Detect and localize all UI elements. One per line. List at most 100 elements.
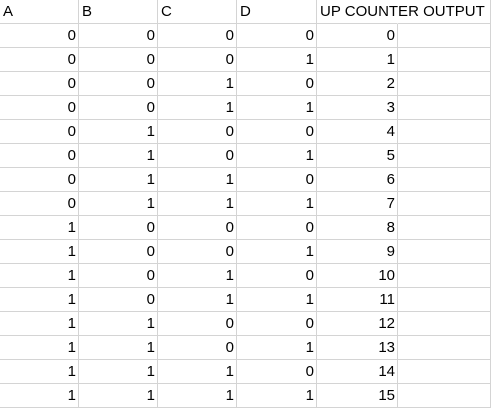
cell-a[interactable]: 0	[0, 48, 79, 72]
header-cell-output[interactable]: UP COUNTER OUTPUT	[317, 0, 485, 24]
cell-a[interactable]: 1	[0, 288, 79, 312]
cell-d[interactable]: 1	[237, 288, 317, 312]
cell-d[interactable]: 1	[237, 48, 317, 72]
cell-a[interactable]: 1	[0, 312, 79, 336]
cell-c[interactable]: 1	[158, 384, 237, 408]
cell-out[interactable]: 9	[317, 240, 398, 264]
cell-a[interactable]: 0	[0, 96, 79, 120]
cell-d[interactable]: 0	[237, 360, 317, 384]
cell-out[interactable]: 15	[317, 384, 398, 408]
cell-c[interactable]: 1	[158, 192, 237, 216]
cell-a[interactable]: 1	[0, 384, 79, 408]
cell-out[interactable]: 0	[317, 24, 398, 48]
cell-b[interactable]: 0	[79, 216, 158, 240]
empty-cell[interactable]	[398, 336, 491, 360]
cell-b[interactable]: 1	[79, 384, 158, 408]
cell-c[interactable]: 0	[158, 216, 237, 240]
empty-cell[interactable]	[398, 264, 491, 288]
cell-out[interactable]: 10	[317, 264, 398, 288]
empty-cell[interactable]	[398, 192, 491, 216]
cell-d[interactable]: 0	[237, 312, 317, 336]
cell-out[interactable]: 5	[317, 144, 398, 168]
cell-out[interactable]: 3	[317, 96, 398, 120]
cell-a[interactable]: 0	[0, 24, 79, 48]
cell-c[interactable]: 0	[158, 144, 237, 168]
cell-c[interactable]: 1	[158, 288, 237, 312]
cell-b[interactable]: 1	[79, 192, 158, 216]
cell-d[interactable]: 0	[237, 168, 317, 192]
cell-out[interactable]: 7	[317, 192, 398, 216]
cell-c[interactable]: 1	[158, 360, 237, 384]
header-cell-a[interactable]: A	[0, 0, 79, 24]
empty-cell[interactable]	[398, 96, 491, 120]
cell-a[interactable]: 0	[0, 192, 79, 216]
cell-c[interactable]: 0	[158, 120, 237, 144]
cell-a[interactable]: 1	[0, 360, 79, 384]
cell-b[interactable]: 0	[79, 96, 158, 120]
cell-b[interactable]: 1	[79, 312, 158, 336]
header-cell-d[interactable]: D	[237, 0, 317, 24]
cell-c[interactable]: 0	[158, 48, 237, 72]
cell-a[interactable]: 0	[0, 72, 79, 96]
empty-cell[interactable]	[398, 120, 491, 144]
cell-a[interactable]: 0	[0, 120, 79, 144]
empty-cell[interactable]	[398, 24, 491, 48]
cell-b[interactable]: 0	[79, 240, 158, 264]
cell-out[interactable]: 1	[317, 48, 398, 72]
cell-c[interactable]: 0	[158, 240, 237, 264]
cell-a[interactable]: 1	[0, 336, 79, 360]
empty-cell[interactable]	[398, 72, 491, 96]
cell-d[interactable]: 1	[237, 192, 317, 216]
cell-c[interactable]: 1	[158, 168, 237, 192]
cell-c[interactable]: 0	[158, 312, 237, 336]
cell-d[interactable]: 0	[237, 264, 317, 288]
cell-d[interactable]: 1	[237, 144, 317, 168]
cell-a[interactable]: 1	[0, 216, 79, 240]
cell-a[interactable]: 0	[0, 168, 79, 192]
empty-cell[interactable]	[398, 0, 491, 24]
empty-cell[interactable]	[398, 312, 491, 336]
cell-out[interactable]: 11	[317, 288, 398, 312]
cell-b[interactable]: 0	[79, 48, 158, 72]
empty-cell[interactable]	[398, 168, 491, 192]
cell-c[interactable]: 0	[158, 24, 237, 48]
cell-d[interactable]: 1	[237, 336, 317, 360]
cell-d[interactable]: 0	[237, 120, 317, 144]
cell-d[interactable]: 0	[237, 72, 317, 96]
cell-d[interactable]: 1	[237, 96, 317, 120]
cell-out[interactable]: 8	[317, 216, 398, 240]
cell-d[interactable]: 1	[237, 240, 317, 264]
header-cell-c[interactable]: C	[158, 0, 237, 24]
cell-out[interactable]: 14	[317, 360, 398, 384]
cell-b[interactable]: 1	[79, 360, 158, 384]
cell-a[interactable]: 1	[0, 264, 79, 288]
cell-b[interactable]: 1	[79, 336, 158, 360]
cell-b[interactable]: 0	[79, 72, 158, 96]
cell-d[interactable]: 1	[237, 384, 317, 408]
cell-b[interactable]: 1	[79, 120, 158, 144]
cell-out[interactable]: 13	[317, 336, 398, 360]
cell-out[interactable]: 6	[317, 168, 398, 192]
cell-a[interactable]: 0	[0, 144, 79, 168]
cell-d[interactable]: 0	[237, 24, 317, 48]
empty-cell[interactable]	[398, 360, 491, 384]
cell-b[interactable]: 1	[79, 168, 158, 192]
empty-cell[interactable]	[398, 216, 491, 240]
empty-cell[interactable]	[398, 288, 491, 312]
cell-out[interactable]: 2	[317, 72, 398, 96]
cell-b[interactable]: 0	[79, 264, 158, 288]
cell-c[interactable]: 1	[158, 264, 237, 288]
empty-cell[interactable]	[398, 240, 491, 264]
cell-a[interactable]: 1	[0, 240, 79, 264]
cell-d[interactable]: 0	[237, 216, 317, 240]
cell-c[interactable]: 1	[158, 72, 237, 96]
cell-b[interactable]: 0	[79, 288, 158, 312]
cell-out[interactable]: 4	[317, 120, 398, 144]
header-cell-b[interactable]: B	[79, 0, 158, 24]
empty-cell[interactable]	[398, 144, 491, 168]
cell-b[interactable]: 0	[79, 24, 158, 48]
cell-c[interactable]: 0	[158, 336, 237, 360]
cell-b[interactable]: 1	[79, 144, 158, 168]
cell-out[interactable]: 12	[317, 312, 398, 336]
empty-cell[interactable]	[398, 48, 491, 72]
